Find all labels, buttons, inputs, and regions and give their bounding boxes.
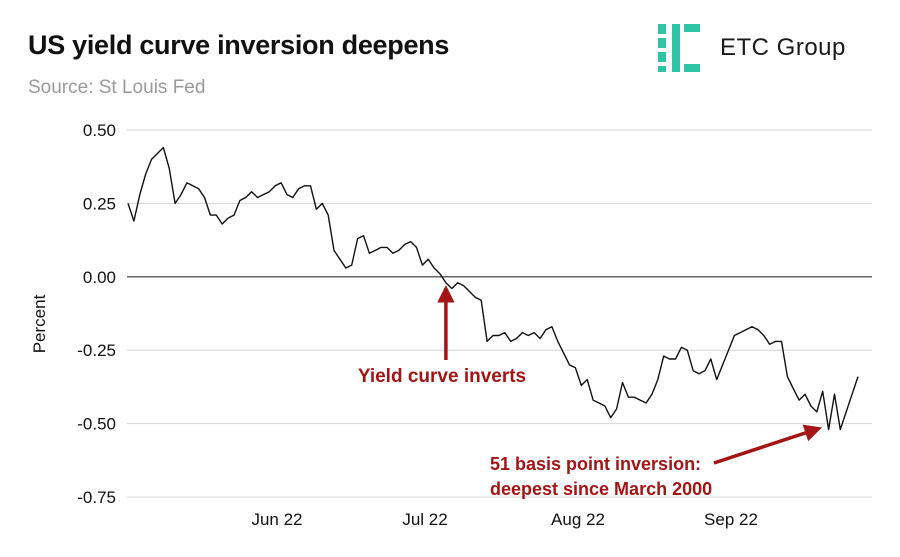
y-tick-label: -0.75 xyxy=(77,488,116,507)
y-tick-label: -0.25 xyxy=(77,341,116,360)
chart-title: US yield curve inversion deepens xyxy=(28,30,450,60)
annotation-label: Yield curve inverts xyxy=(358,366,526,387)
y-axis-label: Percent xyxy=(30,294,49,353)
x-tick-label: Aug 22 xyxy=(551,510,605,529)
logo: ETC Group xyxy=(658,22,888,74)
annotation-arrow xyxy=(713,424,823,465)
chart-source: Source: St Louis Fed xyxy=(28,77,206,98)
annotation-label: deepest since March 2000 xyxy=(490,479,712,499)
y-tick-label: 0.50 xyxy=(83,121,116,140)
x-tick-label: Jun 22 xyxy=(251,510,302,529)
series-line xyxy=(127,146,859,431)
y-tick-label: 0.00 xyxy=(83,268,116,287)
logo-text: ETC Group xyxy=(720,34,846,61)
y-tick-label: -0.50 xyxy=(77,415,116,434)
annotation-label: 51 basis point inversion: xyxy=(490,454,701,474)
y-tick-label: 0.25 xyxy=(83,194,116,213)
x-tick-label: Jul 22 xyxy=(402,510,447,529)
x-tick-label: Sep 22 xyxy=(704,510,758,529)
etc-group-logo-icon xyxy=(658,24,700,72)
